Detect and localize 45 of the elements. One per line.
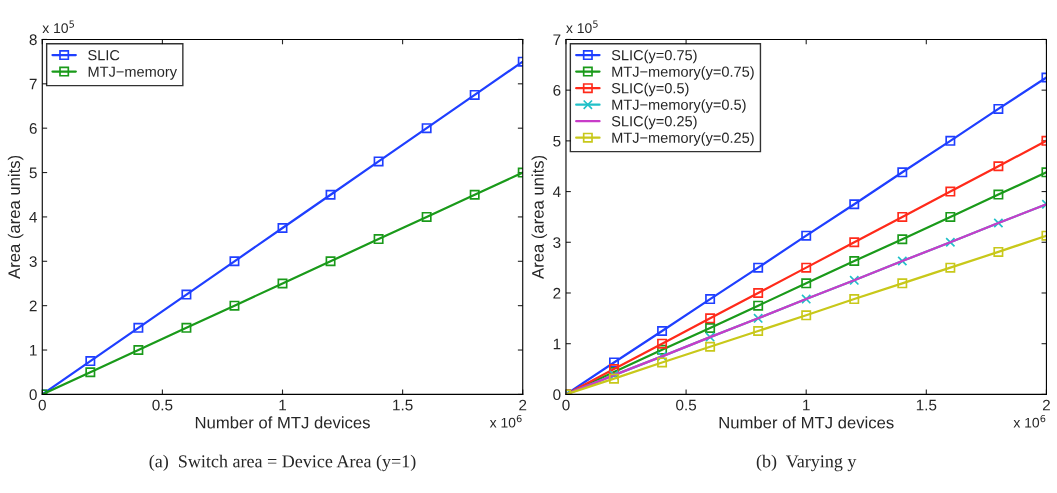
y-tick-label: 5: [29, 167, 37, 179]
y-tick-label: 1: [553, 338, 561, 350]
y-tick-label: 7: [29, 78, 37, 90]
x-tick-label: 0.5: [152, 399, 173, 411]
x-tick-label: 1: [279, 399, 287, 411]
x-tick-label: 2: [519, 399, 527, 411]
legend-label: MTJ−memory(y=0.25): [612, 132, 754, 146]
y-tick-label: 7: [553, 34, 561, 45]
y-tick-label: 4: [552, 186, 561, 198]
legend-label: MTJ−memory: [88, 66, 177, 80]
y-tick-label: 0: [29, 389, 37, 401]
text: x 10$^{6}$: [1013, 414, 1046, 428]
text: x 10$^{5}$: [42, 20, 74, 34]
x-tick-label: 2: [1042, 399, 1050, 411]
legend-label: SLIC(y=0.75): [611, 49, 697, 64]
text: (a) Switch area = Device Area (y=1): [149, 454, 416, 472]
x-axis-title: Number of MTJ devices: [195, 416, 370, 429]
y-tick-label: 4: [29, 211, 37, 223]
legend-label: SLIC(y=0.25): [611, 115, 697, 130]
y-tick-label: 2: [553, 287, 561, 299]
y-tick-label: 6: [29, 123, 37, 134]
legend-label: SLIC: [88, 50, 120, 61]
x-axis-title: Number of MTJ devices: [719, 416, 894, 429]
y-axis-title: Area (area units): [7, 155, 24, 279]
y-axis-title: Area (area units): [531, 155, 548, 279]
text: (b) Varying y: [756, 454, 857, 472]
y-tick-label: 2: [29, 300, 37, 312]
text: x 10$^{6}$: [489, 414, 522, 428]
y-tick-label: 5: [553, 135, 561, 147]
y-tick-label: 6: [553, 85, 561, 96]
legend-label: SLIC(y=0.5): [611, 82, 689, 97]
x-tick-label: 1.5: [393, 399, 413, 411]
x-tick-label: 1.5: [916, 399, 937, 411]
y-tick-label: 8: [29, 34, 37, 46]
x-tick-label: 0.5: [676, 399, 697, 411]
x-tick-label: 0: [562, 399, 570, 411]
y-tick-label: 3: [553, 237, 561, 248]
y-tick-label: 1: [30, 345, 37, 356]
y-tick-label: 0: [553, 389, 561, 401]
text: x 10$^{5}$: [566, 20, 598, 34]
x-tick-label: 1: [803, 399, 810, 411]
legend-label: MTJ−memory(y=0.5): [612, 99, 746, 113]
legend-label: MTJ−memory(y=0.75): [612, 66, 754, 80]
x-tick-label: 0: [38, 399, 46, 411]
y-tick-label: 3: [29, 256, 37, 267]
